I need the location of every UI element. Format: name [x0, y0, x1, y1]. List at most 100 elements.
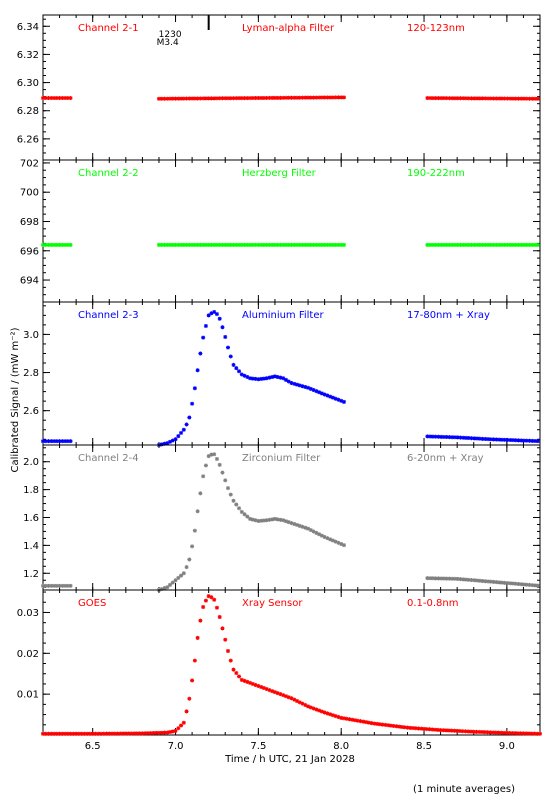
- data-point: [521, 242, 526, 247]
- data-point: [441, 728, 446, 733]
- panel-3: 2.6 2.8 3.0 Channel 2-3 Aluminium Filter 17-8…: [23, 301, 541, 447]
- data-point: [217, 96, 222, 101]
- data-point: [209, 242, 214, 247]
- data-point: [148, 731, 153, 736]
- data-point: [162, 586, 167, 591]
- data-point: [502, 730, 507, 735]
- data-point: [187, 557, 192, 562]
- data-point: [237, 506, 242, 511]
- data-point: [350, 717, 355, 722]
- data-point: [410, 726, 415, 731]
- data-point: [383, 722, 388, 727]
- data-point: [170, 438, 175, 443]
- data-point: [444, 728, 449, 733]
- data-point: [447, 435, 452, 440]
- data-point: [195, 635, 200, 640]
- data-point: [256, 683, 261, 688]
- flare-class-label: M3.4: [157, 38, 179, 48]
- data-point: [333, 95, 338, 100]
- x-axis-label: Time / h UTC, 21 Jan 2028: [224, 754, 355, 765]
- data-point: [535, 439, 540, 444]
- data-point: [325, 711, 330, 716]
- data-point: [267, 688, 272, 693]
- data-point: [170, 580, 175, 585]
- data-point: [176, 575, 181, 580]
- data-point: [237, 674, 242, 679]
- data-point: [510, 438, 515, 443]
- data-point: [41, 96, 45, 101]
- data-point: [330, 713, 335, 718]
- data-point: [328, 95, 333, 100]
- data-point: [281, 95, 286, 100]
- data-point: [515, 731, 520, 736]
- data-point: [449, 728, 454, 733]
- data-point: [242, 373, 247, 378]
- data-point: [297, 242, 302, 247]
- channel-label: GOES: [78, 598, 106, 609]
- data-point: [225, 96, 230, 101]
- data-point: [187, 96, 192, 101]
- data-point: [353, 718, 358, 723]
- data-point: [137, 731, 142, 736]
- panel-frame: [42, 589, 541, 736]
- data-point: [203, 323, 208, 328]
- y-tick-label: 1.2: [23, 569, 39, 580]
- data-point: [270, 95, 275, 100]
- data-point: [475, 436, 480, 441]
- data-point: [444, 96, 449, 101]
- data-point: [173, 437, 178, 442]
- data-point: [303, 525, 308, 530]
- data-point: [173, 96, 178, 101]
- data-point: [289, 381, 294, 386]
- data-point: [308, 528, 313, 533]
- data-point: [508, 242, 513, 247]
- data-point: [198, 491, 203, 496]
- data-point: [179, 242, 184, 247]
- data-point: [306, 704, 311, 709]
- data-point: [192, 658, 197, 663]
- data-point: [261, 686, 266, 691]
- data-point: [225, 345, 230, 350]
- data-point: [311, 706, 316, 711]
- data-point: [475, 242, 480, 247]
- data-point: [209, 311, 214, 316]
- data-point: [264, 376, 269, 381]
- data-series: [41, 309, 540, 447]
- data-point: [250, 242, 255, 247]
- data-point: [336, 242, 341, 247]
- data-point: [472, 436, 477, 441]
- data-point: [488, 730, 493, 735]
- data-point: [466, 729, 471, 734]
- data-point: [151, 731, 156, 736]
- data-point: [245, 242, 250, 247]
- data-point: [54, 439, 59, 444]
- data-point: [441, 242, 446, 247]
- data-point: [497, 96, 502, 101]
- data-point: [333, 396, 338, 401]
- data-point: [419, 726, 424, 731]
- data-point: [198, 618, 203, 623]
- data-point: [217, 462, 222, 467]
- data-point: [339, 242, 344, 247]
- data-point: [190, 678, 195, 683]
- data-point: [264, 95, 269, 100]
- panel-2: 694 696 698 700 702 Channel 2-2 Herzberg Filte…: [20, 158, 541, 303]
- data-point: [289, 95, 294, 100]
- data-point: [358, 719, 363, 724]
- data-point: [68, 731, 73, 736]
- data-point: [198, 242, 203, 247]
- data-point: [386, 723, 391, 728]
- band-label: 17-80nm + Xray: [407, 310, 490, 321]
- data-point: [107, 731, 112, 736]
- data-point: [212, 242, 217, 247]
- data-point: [325, 393, 330, 398]
- data-point: [491, 730, 496, 735]
- data-point: [314, 389, 319, 394]
- data-point: [192, 242, 197, 247]
- y-tick-label: 6.30: [17, 78, 39, 89]
- data-point: [530, 583, 535, 588]
- data-point: [101, 731, 106, 736]
- data-point: [317, 708, 322, 713]
- data-point: [286, 695, 291, 700]
